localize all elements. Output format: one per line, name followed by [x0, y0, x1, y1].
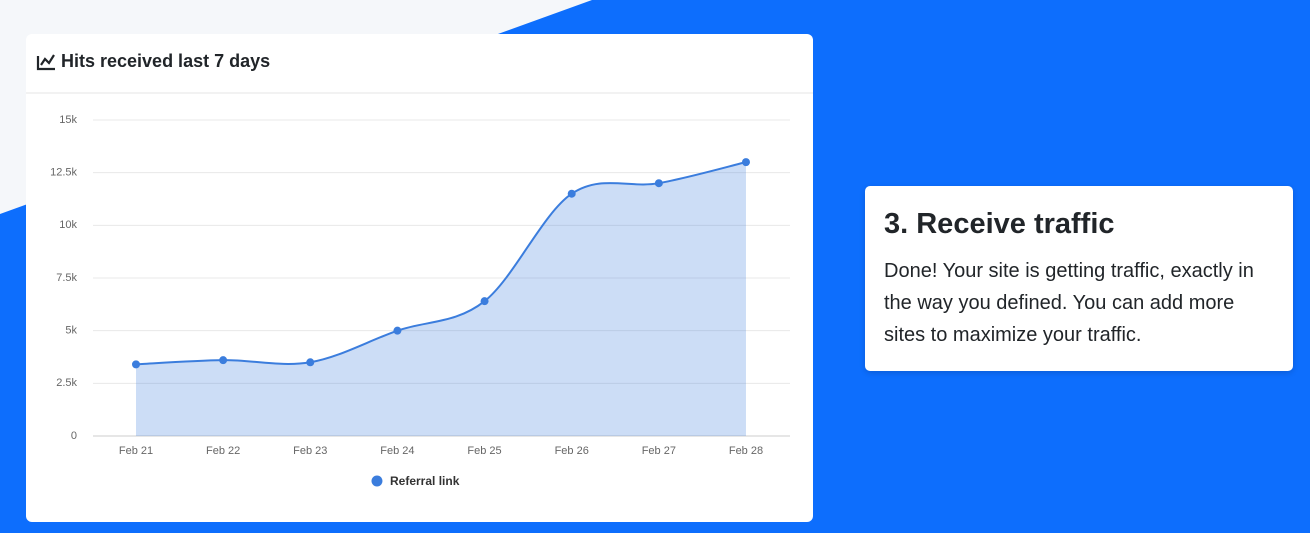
step-card: 3. Receive traffic Done! Your site is ge… [865, 186, 1293, 371]
x-tick-label: Feb 24 [380, 445, 414, 457]
y-tick-label: 0 [71, 430, 77, 442]
step-title: 3. Receive traffic [884, 208, 1115, 240]
point [654, 179, 663, 188]
area [136, 162, 746, 436]
x-tick-label: Feb 22 [206, 445, 240, 457]
y-tick-label: 2.5k [56, 377, 77, 389]
legend-label: Referral link [390, 474, 460, 488]
point [480, 297, 489, 306]
x-tick-label: Feb 23 [293, 445, 327, 457]
step-text: Done! Your site is getting traffic, exac… [884, 260, 1254, 346]
x-tick-label: Feb 27 [642, 445, 676, 457]
y-tick-label: 5k [65, 325, 77, 337]
point [306, 358, 315, 367]
line [135, 161, 747, 366]
x-tick-label: Feb 28 [729, 445, 763, 457]
y-tick-label: 15k [59, 114, 77, 126]
x-tick-label: Feb 21 [119, 445, 153, 457]
y-tick-label: 12.5k [50, 167, 77, 179]
point [567, 189, 576, 198]
point [219, 356, 228, 365]
legend-swatch [371, 475, 383, 487]
chart-title: Hits received last 7 days [61, 51, 270, 71]
chart-icon [40, 54, 55, 66]
point [393, 326, 402, 335]
point [741, 158, 750, 167]
point [132, 360, 140, 369]
y-tick-label: 7.5k [56, 272, 77, 284]
x-tick-label: Feb 25 [467, 445, 501, 457]
x-tick-label: Feb 26 [555, 445, 589, 457]
y-tick-label: 10k [59, 219, 77, 231]
chart-icon [36, 56, 55, 71]
